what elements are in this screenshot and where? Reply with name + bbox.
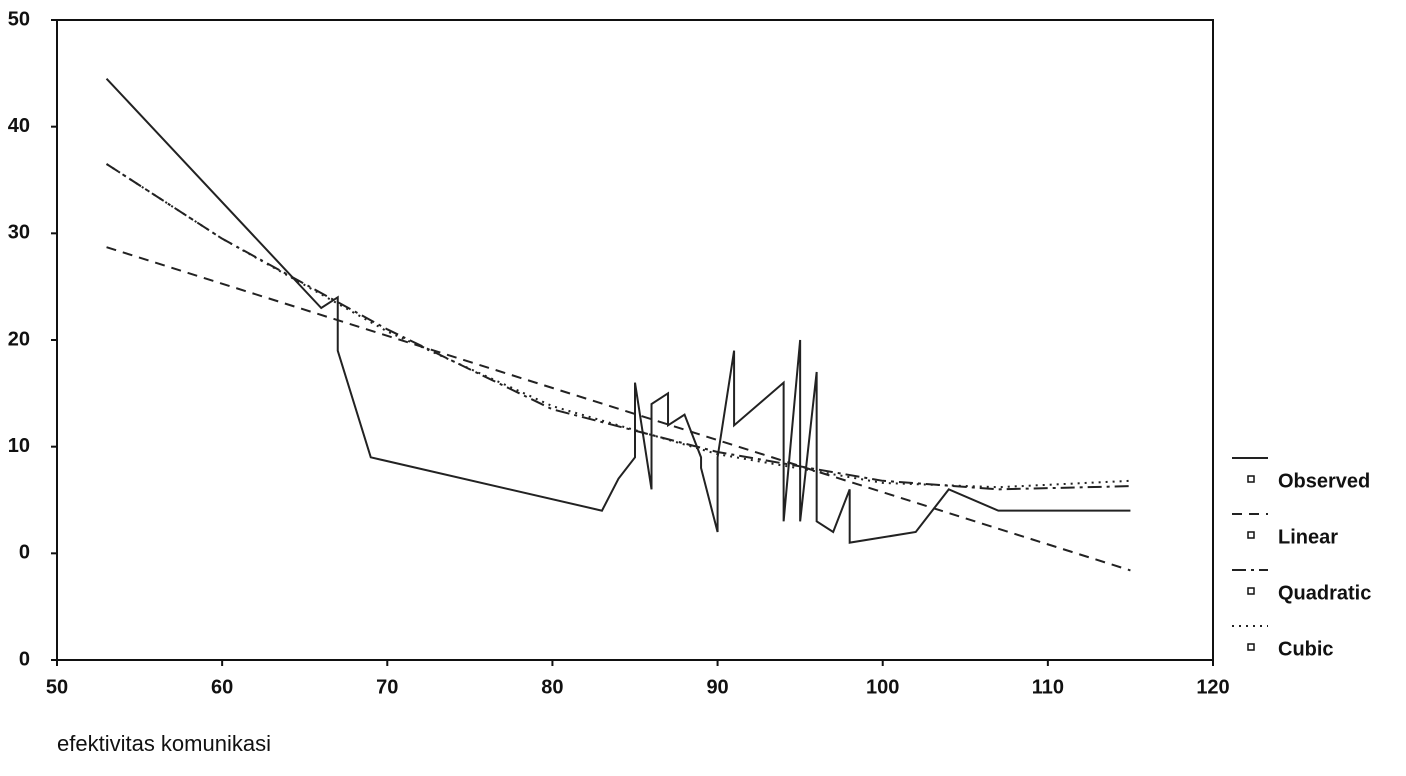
legend-label: Quadratic	[1278, 582, 1371, 604]
legend-marker	[1247, 531, 1255, 539]
x-tick-label: 90	[706, 676, 728, 698]
y-tick-label: 0	[19, 542, 30, 564]
y-tick-label: 0	[19, 648, 30, 670]
legend-marker	[1247, 587, 1255, 595]
y-tick-label: 50	[8, 8, 30, 30]
legend-marker	[1247, 475, 1255, 483]
y-tick-label: 30	[8, 222, 30, 244]
x-axis-label: efektivitas komunikasi	[57, 731, 271, 756]
legend-label: Observed	[1278, 470, 1370, 492]
legend-label: Cubic	[1278, 638, 1334, 660]
x-tick-label: 120	[1196, 676, 1229, 698]
x-tick-label: 110	[1032, 676, 1064, 698]
legend-marker	[1247, 643, 1255, 651]
legend-label: Linear	[1278, 526, 1338, 548]
x-tick-label: 60	[211, 676, 233, 698]
series-line	[106, 246, 1131, 572]
y-tick-label: 20	[8, 328, 30, 350]
y-tick-label: 10	[8, 435, 30, 457]
series-line	[105, 77, 1131, 544]
x-tick-label: 100	[866, 676, 899, 698]
plot-frame	[56, 19, 1214, 661]
x-tick-label: 80	[541, 676, 563, 698]
y-tick-label: 40	[8, 115, 30, 137]
series-line	[106, 163, 1131, 489]
series-line	[106, 163, 1131, 491]
x-tick-label: 70	[376, 676, 398, 698]
x-tick-label: 50	[46, 676, 68, 698]
